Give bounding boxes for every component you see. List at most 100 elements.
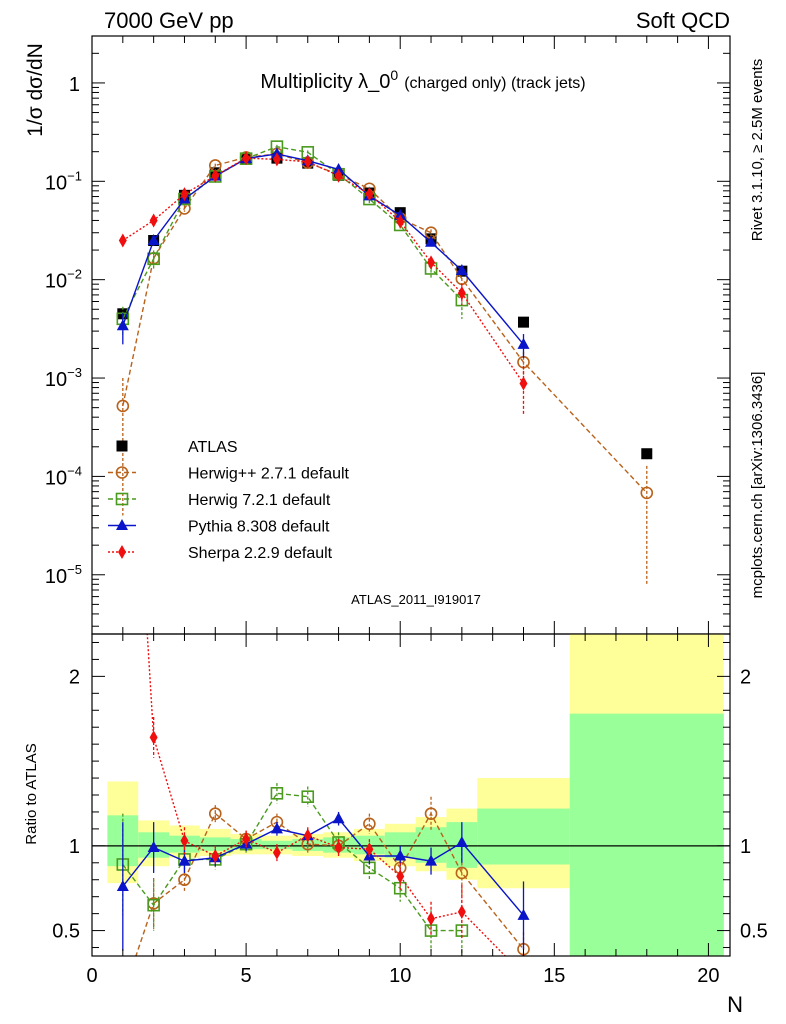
- data-point: [208, 807, 222, 820]
- data-point: [396, 214, 405, 229]
- data-point: [149, 730, 158, 745]
- watermark-analysis: ATLAS_2011_I919017: [351, 592, 481, 607]
- ratio-series-sherpa-2-2-9-default: [146, 634, 525, 956]
- data-point: [147, 898, 160, 912]
- data-point: [211, 168, 220, 183]
- data-point: [396, 869, 405, 884]
- data-point: [272, 152, 281, 167]
- data-point: [147, 841, 160, 853]
- x-tick-label: 5: [241, 965, 252, 987]
- x-tick-label: 0: [86, 965, 97, 987]
- ratio-y-tick-label: 1: [69, 836, 80, 858]
- data-point: [270, 787, 284, 800]
- data-point: [394, 208, 407, 220]
- band-inner: [569, 713, 724, 956]
- y-tick-label: 10−1: [45, 168, 82, 194]
- data-point: [272, 845, 281, 860]
- data-point: [363, 817, 376, 831]
- y-tick-label: 10−2: [45, 267, 82, 293]
- legend: ATLAS Herwig++ 2.7.1 default Herwig 7.2.1 …: [108, 439, 350, 562]
- data-point: [332, 162, 345, 174]
- ratio-plot: 0.5 0.51 12 20 5 10 15 20: [52, 633, 768, 987]
- legend-entry: Pythia 8.308 default: [108, 519, 330, 536]
- data-point: [180, 833, 189, 848]
- data-point: [178, 854, 191, 866]
- data-point: [301, 790, 315, 803]
- x-axis-label: N: [727, 992, 743, 1017]
- band-inner: [292, 839, 324, 851]
- main-series-herwig-7-2-1-default: [116, 140, 469, 336]
- data-point: [427, 255, 436, 270]
- x-tick-label: 10: [389, 965, 411, 987]
- data-point: [147, 252, 160, 266]
- data-point: [180, 187, 189, 202]
- data-point: [519, 376, 528, 391]
- data-point: [455, 866, 469, 880]
- series-line: [122, 145, 463, 320]
- header-right: Soft QCD: [636, 8, 730, 33]
- main-plot: 10−5 10−4 10−3 10−2 10−1 1 ATLAS Herwig++ 2.7.1…: [45, 35, 731, 635]
- band-inner: [199, 837, 231, 851]
- series-line: [122, 792, 462, 932]
- ratio-y-tick-label-right: 1: [740, 836, 751, 858]
- band-inner: [477, 808, 570, 865]
- data-point: [211, 849, 220, 864]
- data-point: [425, 235, 438, 247]
- data-point: [517, 908, 530, 920]
- data-point: [334, 840, 343, 855]
- data-point: [424, 807, 438, 820]
- data-point: [334, 168, 343, 183]
- data-point: [149, 213, 158, 228]
- main-data: [116, 140, 654, 585]
- legend-entry: Herwig 7.2.1 default: [108, 492, 331, 509]
- data-point: [303, 154, 312, 169]
- data-point: [455, 263, 468, 275]
- data-point: [517, 337, 530, 349]
- main-series-sherpa-2-2-9-default: [118, 151, 528, 415]
- ratio-y-tick-label: 2: [69, 666, 80, 688]
- data-point: [332, 812, 345, 824]
- legend-label: ATLAS: [188, 439, 238, 456]
- data-point: [517, 316, 529, 328]
- plot-title-detail: (charged only) (track jets): [404, 75, 585, 92]
- ratio-y-tick-label: 0.5: [52, 921, 80, 943]
- main-series-pythia-8-308-default: [116, 147, 530, 358]
- legend-label: Pythia 8.308 default: [188, 519, 330, 536]
- data-point: [242, 151, 251, 166]
- ratio-y-tick-label-right: 2: [740, 666, 751, 688]
- data-point: [147, 234, 160, 246]
- ratio-series-herwig-7-2-1-default: [116, 783, 469, 956]
- data-point: [457, 904, 466, 919]
- data-point: [455, 835, 468, 847]
- data-point: [365, 187, 374, 202]
- header-left: 7000 GeV pp: [104, 8, 234, 33]
- data-point: [116, 319, 129, 331]
- side-label-rivet: Rivet 3.1.10, ≥ 2.5M events: [749, 59, 766, 242]
- legend-label: Herwig++ 2.7.1 default: [188, 466, 350, 483]
- y-tick-label: 10−4: [45, 463, 82, 489]
- side-label-mcplots: mcplots.cern.ch [arXiv:1306.3436]: [749, 372, 766, 599]
- data-point: [303, 828, 312, 843]
- data-point: [242, 832, 251, 847]
- legend-marker: [118, 545, 126, 559]
- x-tick-label: 20: [697, 965, 719, 987]
- main-y-axis-label: 1/σ dσ/dN: [24, 43, 47, 137]
- data-point: [116, 880, 129, 892]
- legend-marker: [116, 519, 128, 530]
- ratio-y-tick-label-right: 0.5: [740, 921, 768, 943]
- plot-title-superscript: 0: [390, 67, 398, 83]
- ratio-y-axis-label: Ratio to ATLAS: [23, 743, 40, 844]
- y-tick-label: 10−5: [45, 562, 82, 588]
- data-point: [394, 849, 407, 861]
- data-point: [270, 822, 283, 834]
- legend-marker: [115, 466, 129, 479]
- data-point: [457, 286, 466, 301]
- data-point: [427, 911, 436, 926]
- data-point: [425, 854, 438, 866]
- y-tick-label: 1: [69, 74, 80, 96]
- plot-title: Multiplicity λ_00 (charged only) (track j…: [260, 67, 585, 93]
- plot-title-main: Multiplicity λ_0: [260, 71, 390, 93]
- data-point: [118, 233, 127, 248]
- data-point: [640, 486, 654, 500]
